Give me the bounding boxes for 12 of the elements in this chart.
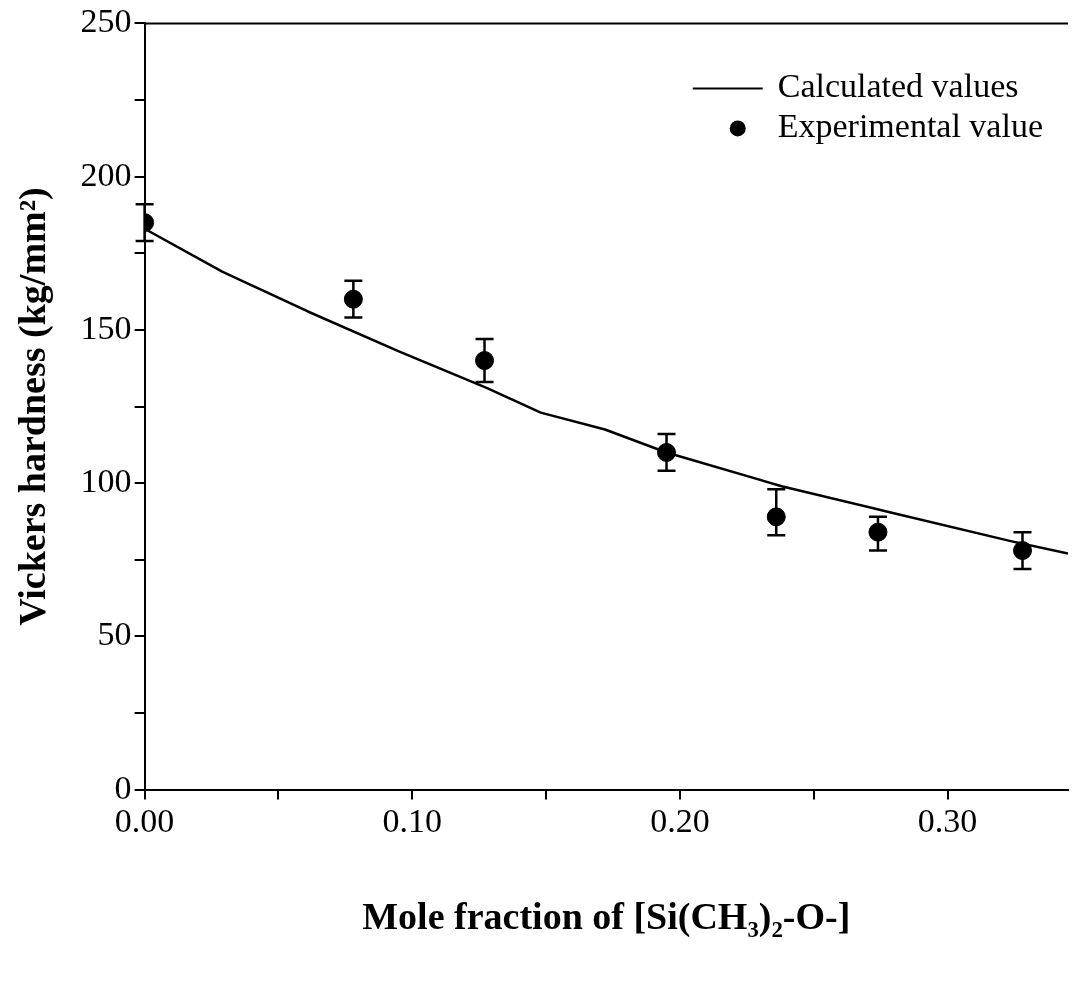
x-tick-label: 0.10 bbox=[382, 801, 442, 839]
y-tick-label: 150 bbox=[80, 308, 132, 346]
x-axis-title: Mole fraction of [Si(CH₃)₂-O-] bbox=[362, 895, 851, 939]
y-tick-label: 200 bbox=[80, 155, 132, 193]
y-tick-label: 50 bbox=[97, 615, 132, 653]
legend-label: Calculated values bbox=[777, 67, 1019, 105]
y-tick-label: 100 bbox=[80, 462, 132, 500]
y-tick-label: 250 bbox=[80, 2, 132, 40]
legend-label: Experimental value bbox=[777, 107, 1043, 145]
x-tick-label: 0.20 bbox=[650, 801, 710, 839]
x-tick-label: 0.30 bbox=[917, 801, 978, 839]
y-axis-title: Vickers hardness (kg/mm²) bbox=[10, 187, 54, 626]
